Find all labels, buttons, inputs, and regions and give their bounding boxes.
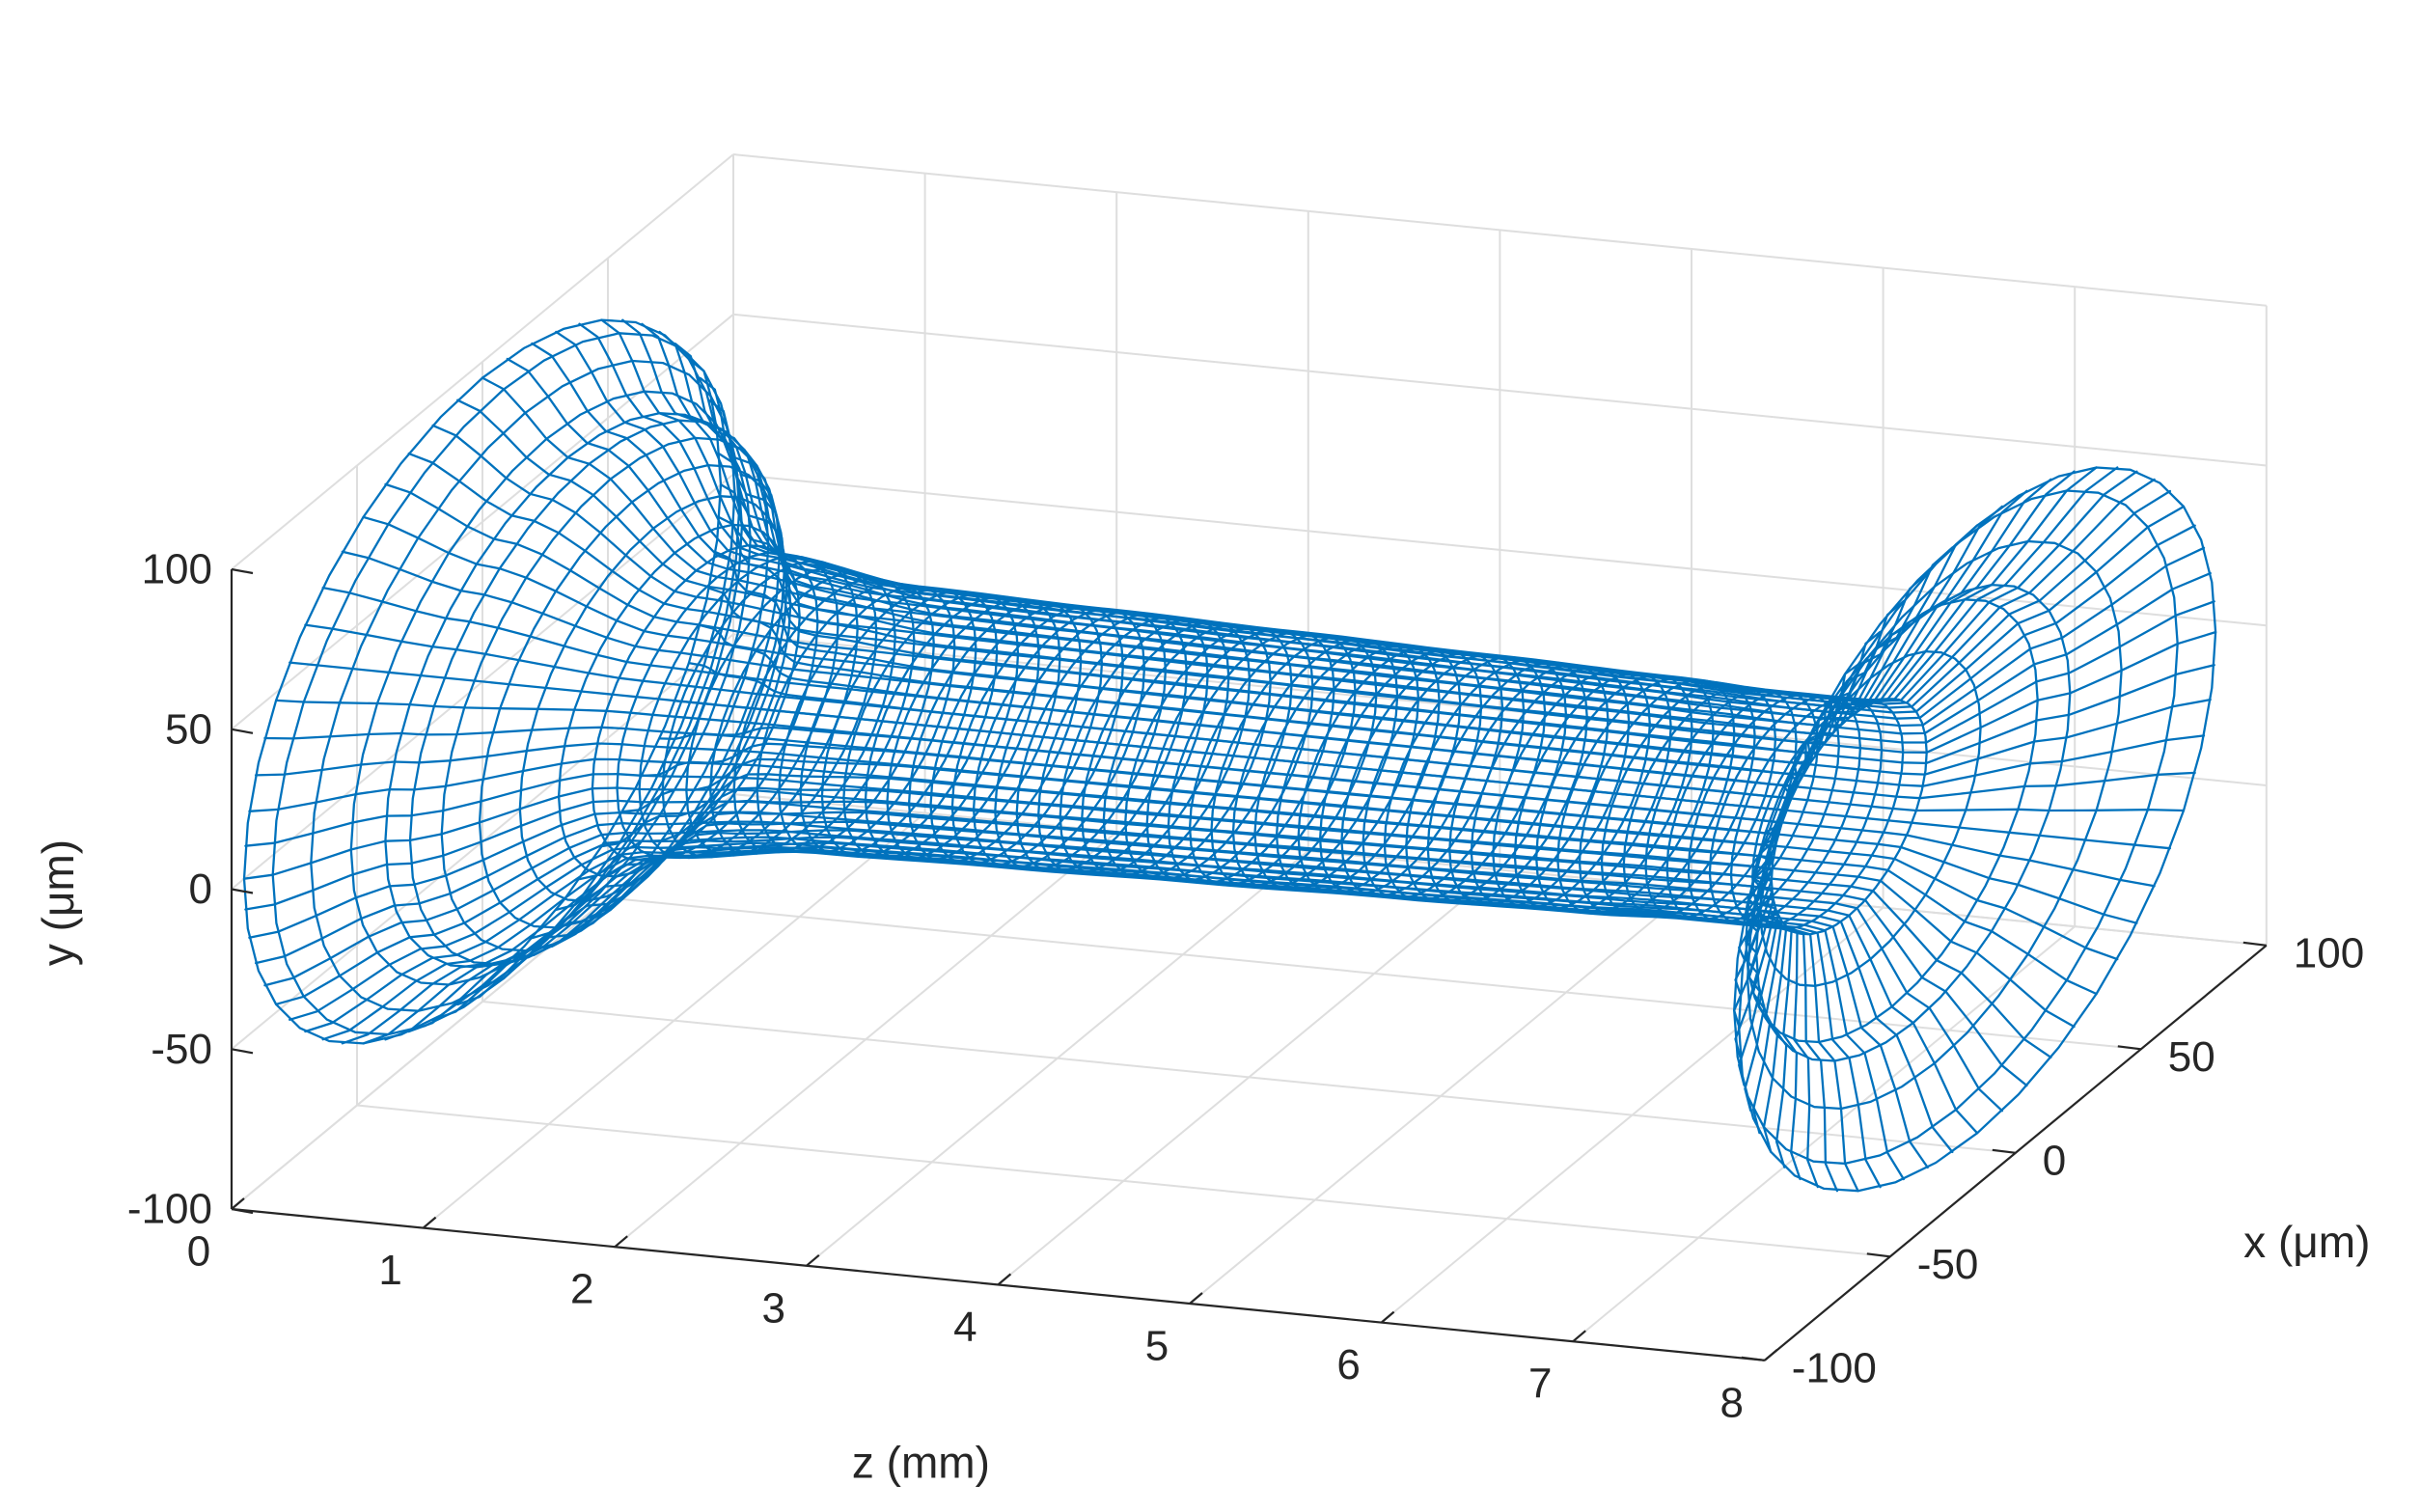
z-axis-title: z (mm) [852, 1437, 990, 1487]
mesh-generatrix [481, 829, 1979, 1135]
mesh-generatrix [431, 424, 1929, 735]
mesh-generatrix [481, 376, 1979, 720]
z-tick-mark [1380, 1310, 1395, 1324]
z-tick-mark [1189, 1292, 1203, 1305]
mesh-generatrix [600, 773, 2098, 996]
z-tick-label: 5 [1145, 1323, 1169, 1370]
mesh-generatrix [384, 482, 1882, 754]
mesh-generatrix [384, 849, 1882, 1189]
x-tick-mark [1741, 1356, 1765, 1361]
mesh-generatrix [407, 452, 1905, 744]
grid-line [481, 1001, 2016, 1154]
mesh-generatrix [244, 773, 1774, 995]
mesh-generatrix [531, 342, 2028, 709]
mesh-generatrix [714, 425, 2212, 735]
x-tick-mark [2117, 1045, 2141, 1051]
mesh-generatrix [699, 623, 2196, 800]
grid-line [607, 896, 2141, 1051]
y-tick-label: 50 [165, 705, 212, 753]
mesh-generatrix [658, 726, 2156, 888]
x-tick-mark [1992, 1148, 2016, 1154]
y-tick-mark [231, 567, 254, 575]
z-tick-mark [231, 1197, 245, 1210]
z-tick-mark [1572, 1330, 1586, 1343]
mesh-generatrix [456, 836, 1954, 1154]
grid-line [231, 153, 734, 570]
mesh-generatrix [242, 786, 1774, 1028]
z-tick-label: 6 [1336, 1341, 1360, 1388]
y-tick-label: 0 [189, 866, 212, 913]
mesh-generatrix [254, 820, 1776, 1113]
mesh-generatrix [621, 757, 2119, 961]
grid-line [732, 153, 2267, 307]
z-tick-label: 1 [378, 1247, 401, 1294]
y-axis-title: y (μm) [33, 839, 83, 966]
z-tick-label: 2 [570, 1266, 593, 1313]
mesh-generatrix [641, 742, 2138, 924]
grid-line [732, 473, 2267, 627]
x-tick-label: 0 [2043, 1137, 2066, 1184]
grid-line [732, 633, 2267, 786]
mesh-generatrix [674, 700, 2172, 850]
z-tick-label: 3 [762, 1284, 785, 1332]
mesh-generatrix [578, 322, 2076, 703]
x-tick-mark [2242, 941, 2267, 947]
y-tick-mark [231, 1048, 254, 1055]
z-tick-mark [997, 1273, 1012, 1286]
z-tick-mark [422, 1216, 437, 1229]
axes-ticks-and-labels: -100 -50 0 50 100 0 1 2 3 4 5 6 7 8 -100 -50 0 50 100 z (mm… [33, 546, 2370, 1488]
grid-line [732, 313, 2267, 467]
grid-line [356, 1104, 1890, 1258]
tube-wireframe-mesh [242, 318, 2217, 1193]
y-tick-mark [231, 728, 254, 734]
mesh-generatrix [407, 845, 1905, 1181]
y-tick-mark [231, 888, 254, 894]
mesh-generatrix [362, 515, 1859, 764]
mesh-generatrix [244, 799, 1774, 1058]
z-tick-label: 4 [953, 1304, 977, 1351]
z-tick-mark [1764, 1348, 1778, 1361]
x-axis-title: x (μm) [2243, 1217, 2370, 1267]
mesh-generatrix [254, 742, 1776, 924]
z-tick-label: 8 [1720, 1379, 1744, 1426]
z-tick-label: 7 [1528, 1361, 1552, 1408]
mesh-generatrix [531, 811, 2028, 1087]
y-tick-mark [231, 1207, 254, 1215]
mesh-generatrix [456, 399, 1954, 728]
mesh-generatrix [600, 318, 2098, 701]
x-tick-label: -100 [1792, 1344, 1877, 1391]
mesh-generatrix [714, 551, 2212, 776]
x-tick-label: 50 [2168, 1033, 2215, 1081]
mesh-generatrix [555, 330, 2052, 705]
grid-line [231, 314, 734, 730]
mesh-generatrix [506, 820, 2004, 1113]
mesh-generatrix [248, 757, 1774, 960]
mesh-generatrix [707, 587, 2206, 787]
mesh-generatrix [362, 850, 1859, 1193]
y-tick-label: 100 [142, 546, 212, 593]
z-tick-label: 0 [187, 1228, 210, 1276]
y-tick-label: -100 [127, 1186, 212, 1233]
mesh-generatrix [687, 661, 2186, 812]
mesh-generatrix [431, 841, 1929, 1169]
x-tick-mark [1866, 1252, 1890, 1258]
x-tick-label: 100 [2294, 929, 2364, 976]
mesh-generatrix [555, 799, 2052, 1058]
mesh-generatrix [248, 811, 1774, 1086]
mesh-generatrix [718, 516, 2215, 765]
mesh-generatrix [263, 829, 1780, 1135]
y-tick-label: -50 [151, 1026, 212, 1073]
x-tick-label: -50 [1917, 1241, 1979, 1288]
mesh-generatrix [578, 786, 2076, 1029]
z-tick-mark [806, 1253, 820, 1267]
mesh-generatrix [506, 357, 2004, 714]
axes-grid [231, 153, 2268, 1361]
z-tick-mark [614, 1235, 628, 1249]
